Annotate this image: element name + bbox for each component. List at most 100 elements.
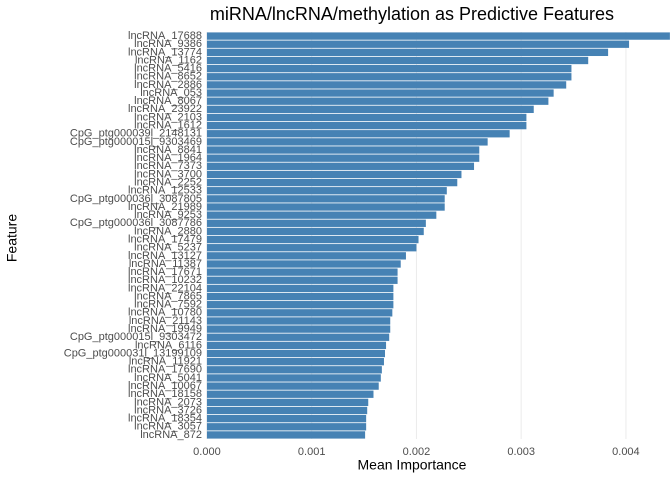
- bar: [206, 56, 589, 65]
- bar: [206, 276, 398, 284]
- y-tick-label: lncRNA_2252: [134, 176, 202, 188]
- y-tick-label: CpG_ptg000015l_9303469: [70, 136, 202, 148]
- bar: [206, 341, 387, 350]
- y-tick-label: lncRNA_13774: [128, 46, 202, 58]
- y-tick-label: CpG_ptg000039l_2148131: [70, 128, 202, 140]
- bar: [206, 268, 398, 276]
- y-tick-label: lncRNA_22104: [128, 282, 202, 294]
- y-tick-label: lncRNA_7373: [134, 160, 202, 172]
- y-tick-label: lncRNA_5416: [134, 63, 202, 75]
- bar: [206, 146, 480, 154]
- x-tick-label: 0.003: [507, 446, 535, 458]
- bar: [206, 325, 391, 333]
- y-tick-label: lncRNA_3057: [134, 421, 202, 433]
- y-tick-label: lncRNA_2073: [134, 396, 202, 408]
- bar: [206, 48, 609, 57]
- y-tick-label: lncRNA_18354: [128, 413, 202, 425]
- y-tick-label: lncRNA_12533: [128, 185, 202, 197]
- y-tick-label: CpG_ptg000031l_13199109: [64, 347, 202, 359]
- bar: [206, 211, 437, 219]
- bar: [206, 40, 630, 48]
- bar: [206, 203, 445, 211]
- y-tick-label: lncRNA_6116: [135, 339, 202, 351]
- bar: [206, 219, 426, 227]
- y-tick-label: lncRNA_10780: [128, 307, 202, 319]
- y-tick-label: lncRNA_21989: [128, 201, 202, 213]
- y-tick-label: lncRNA_8652: [134, 71, 202, 83]
- bar: [206, 374, 381, 382]
- y-tick-label: lncRNA_10067: [128, 380, 202, 392]
- y-tick-label: CpG_ptg000036l_3087805: [70, 193, 202, 205]
- bar: [206, 252, 406, 260]
- x-tick-label: 0.000: [193, 446, 221, 458]
- bar: [206, 292, 394, 301]
- bar: [206, 138, 488, 146]
- y-tick-label: lncRNA_17479: [128, 233, 202, 245]
- y-tick-label: lncRNA_23922: [128, 103, 202, 115]
- bar: [206, 431, 366, 439]
- y-tick-label: lncRNA_11387: [129, 258, 202, 270]
- bar: [206, 64, 572, 73]
- bar: [206, 358, 384, 366]
- bar: [206, 73, 572, 81]
- bar: [206, 178, 458, 187]
- y-tick-label: lncRNA_9253: [134, 209, 202, 221]
- bar: [206, 284, 394, 293]
- bar: [206, 349, 386, 358]
- bar: [206, 398, 369, 407]
- bar: [206, 154, 480, 162]
- bar: [206, 301, 394, 309]
- y-tick-label: lncRNA_2103: [134, 111, 202, 123]
- y-tick-label: lncRNA_1162: [135, 54, 202, 66]
- y-tick-label: lncRNA_17688: [128, 30, 202, 42]
- bar: [206, 235, 419, 244]
- bar: [206, 317, 391, 325]
- y-tick-label: lncRNA_21143: [129, 315, 202, 327]
- bar: [206, 406, 368, 415]
- bar: [206, 97, 549, 105]
- bar: [206, 423, 367, 431]
- y-tick-label: lncRNA_7865: [134, 290, 202, 302]
- bar: [206, 260, 401, 268]
- bar: [206, 32, 670, 40]
- bar: [206, 170, 462, 179]
- y-tick-label: lncRNA_8841: [134, 144, 202, 156]
- y-tick-label: lncRNA_5237: [134, 242, 202, 254]
- y-tick-label: lncRNA_1612: [134, 120, 202, 132]
- y-tick-label: lncRNA_10232: [128, 274, 202, 286]
- bar: [206, 366, 382, 374]
- bar: [206, 227, 424, 236]
- bar: [206, 414, 367, 423]
- y-tick-label: lncRNA_9386: [134, 38, 202, 50]
- bar: [206, 187, 447, 195]
- y-tick-label: lncRNA_11921: [129, 356, 202, 368]
- x-tick-label: 0.002: [403, 446, 431, 458]
- y-tick-label: lncRNA_18158: [128, 388, 202, 400]
- bar: [206, 390, 374, 398]
- y-tick-label: lncRNA_17690: [128, 364, 202, 376]
- bar: [206, 81, 567, 89]
- y-tick-label: lncRNA_13127: [128, 250, 202, 262]
- bar: [206, 130, 510, 138]
- bar: [206, 121, 527, 130]
- bar: [206, 382, 379, 390]
- y-tick-label: lncRNA_3726: [134, 404, 202, 416]
- y-tick-label: lncRNA_8067: [134, 95, 202, 107]
- y-tick-label: CpG_ptg000036l_3087786: [70, 217, 202, 229]
- y-tick-label: lncRNA_17671: [128, 266, 202, 278]
- x-tick-label: 0.001: [298, 446, 326, 458]
- x-tick-label: 0.004: [612, 446, 640, 458]
- bar: [206, 333, 390, 341]
- x-axis-label: Mean Importance: [358, 457, 467, 473]
- y-tick-label: lncRNA_3700: [134, 168, 202, 180]
- bar: [206, 113, 527, 122]
- y-tick-label: lncRNA_7592: [134, 299, 202, 311]
- y-tick-label: lncRNA_2886: [134, 79, 202, 91]
- bar: [206, 105, 534, 113]
- y-tick-label: lncRNA_2880: [134, 225, 202, 237]
- bar: [206, 244, 417, 252]
- y-tick-label: CpG_ptg000015l_9303472: [70, 331, 202, 343]
- y-tick-label: lncRNA_1964: [134, 152, 202, 164]
- chart-title: miRNA/lncRNA/methylation as Predictive F…: [210, 4, 614, 24]
